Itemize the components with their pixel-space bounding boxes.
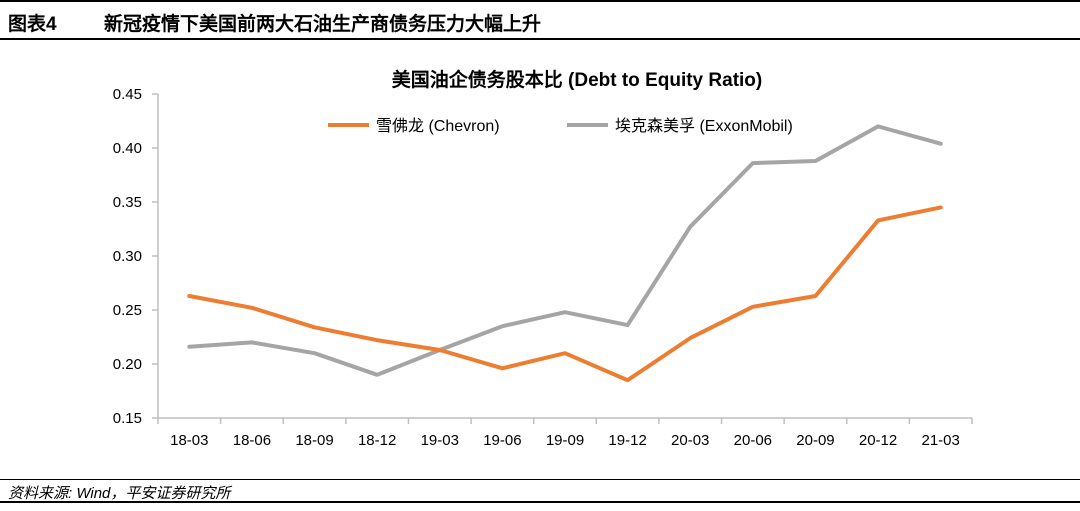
figure-title: 新冠疫情下美国前两大石油生产商债务压力大幅上升 (104, 14, 542, 35)
x-tick-label: 18-09 (295, 432, 333, 449)
x-tick-label: 19-03 (421, 432, 459, 449)
chart-title: 美国油企债务股本比 (Debt to Equity Ratio) (392, 68, 762, 91)
y-tick-label: 0.35 (113, 194, 142, 211)
x-tick-label: 20-06 (734, 432, 772, 449)
x-tick-label: 18-12 (358, 432, 396, 449)
series-line-exxon (187, 124, 943, 377)
x-tick-label: 19-09 (546, 432, 584, 449)
y-tick-label: 0.45 (113, 86, 142, 103)
y-tick-label: 0.20 (113, 356, 142, 373)
y-tick-label: 0.30 (113, 248, 142, 265)
plot-area (187, 124, 943, 383)
x-tick-label: 20-03 (671, 432, 709, 449)
x-tick-label: 21-03 (922, 432, 960, 449)
x-tick-label: 18-06 (233, 432, 271, 449)
x-tick-label: 20-09 (796, 432, 834, 449)
x-tick-label: 19-06 (483, 432, 521, 449)
y-tick-label: 0.40 (113, 140, 142, 157)
chart-bottom-rule (0, 479, 1080, 480)
bottom-rule (0, 501, 1080, 503)
line-chart: 美国油企债务股本比 (Debt to Equity Ratio) 0.15 0.2… (113, 68, 973, 449)
x-tick-label: 20-12 (859, 432, 897, 449)
series-line-chevron (187, 205, 943, 383)
y-tick-label: 0.15 (113, 410, 142, 427)
legend-label-exxon: 埃克森美孚 (ExxonMobil) (615, 117, 793, 135)
top-rule (0, 0, 1080, 2)
legend-label-chevron: 雪佛龙 (Chevron) (376, 117, 500, 135)
legend: 雪佛龙 (Chevron) 埃克森美孚 (ExxonMobil) (328, 117, 793, 135)
x-tick-label: 19-12 (608, 432, 646, 449)
axes: 0.15 0.20 0.25 0.30 0.35 0.40 0.45 18-03 18-06 18… (113, 86, 973, 449)
x-tick-label: 18-03 (170, 432, 208, 449)
y-tick-label: 0.25 (113, 302, 142, 319)
figure-label: 图表4 (8, 14, 57, 35)
header-rule (0, 38, 1080, 40)
source-note: 资料来源: Wind，平安证券研究所 (8, 485, 231, 502)
